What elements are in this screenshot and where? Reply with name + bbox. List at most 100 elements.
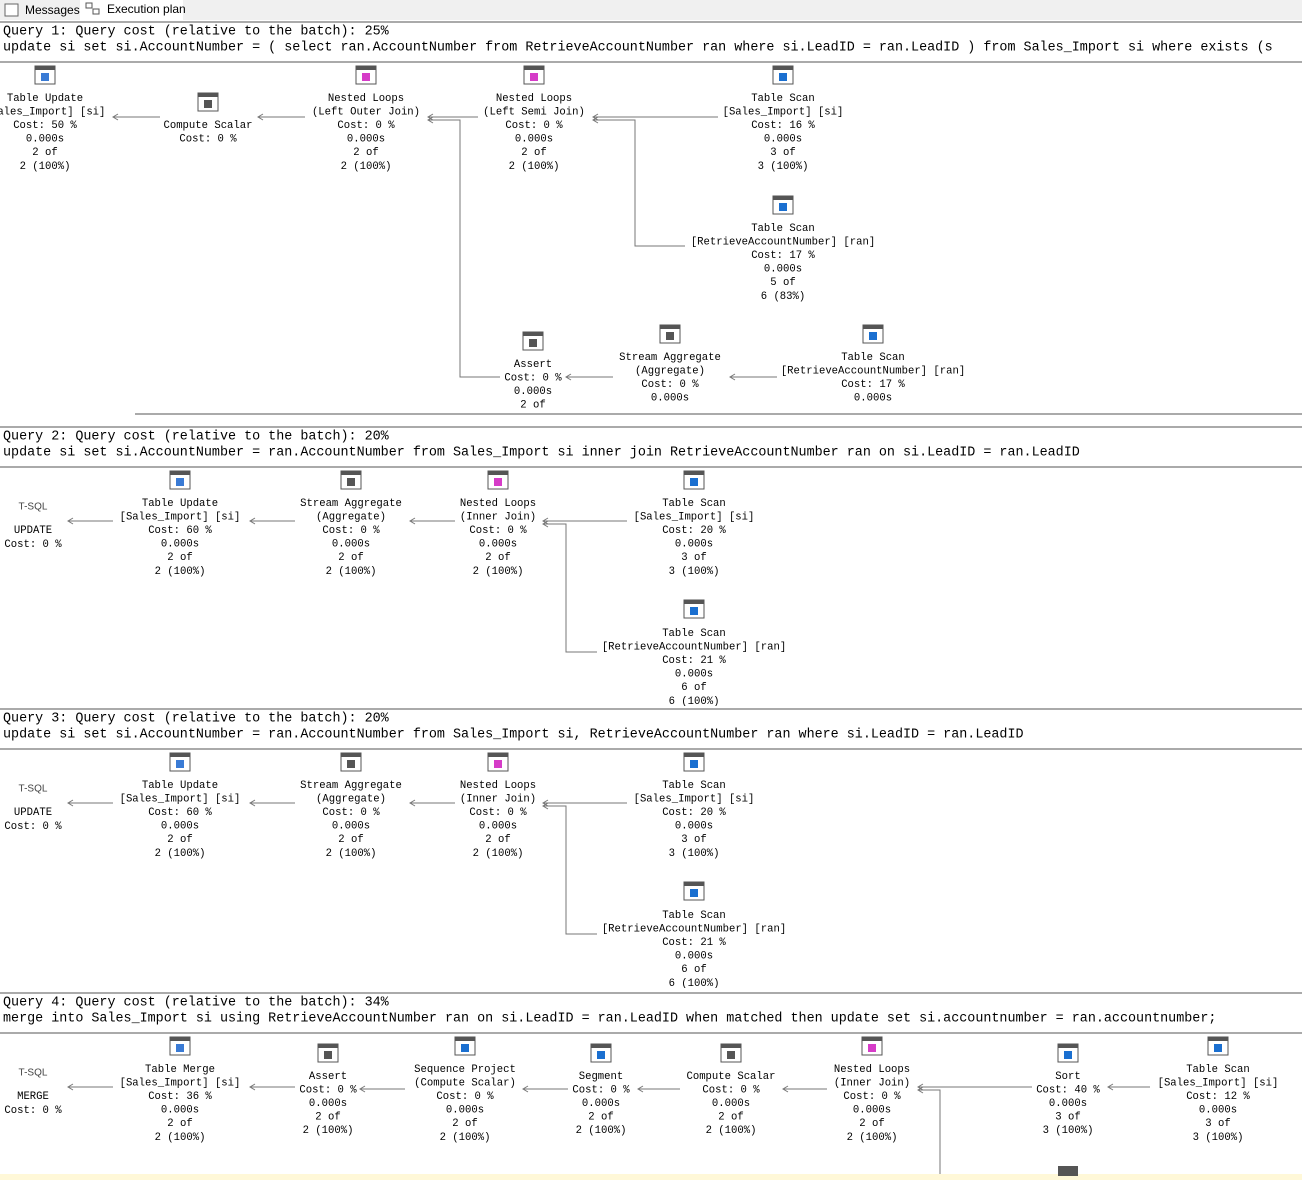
- arrow-head: [729, 373, 736, 381]
- node-text: 0.000s: [161, 539, 199, 551]
- node-icon-mark: [176, 760, 184, 768]
- node-text: 0.000s: [675, 951, 713, 963]
- node-text: 0.000s: [161, 821, 199, 833]
- plan-node[interactable]: Table Update[Sales_Import] [si] Cost: 60 …: [120, 752, 241, 860]
- execution-plan-tab[interactable]: Execution plan: [80, 0, 186, 20]
- plan-node[interactable]: T-SQL UPDATE Cost: 0 %: [4, 784, 62, 833]
- node-text: 3 of: [681, 552, 706, 564]
- connector: [543, 523, 597, 653]
- node-text: 2 (100%): [706, 1125, 757, 1137]
- node-text: 3 (100%): [669, 566, 720, 578]
- plan-node[interactable]: Nested Loops(Left Outer Join) Cost: 0 % 0.…: [312, 65, 420, 173]
- plan-node[interactable]: Table Scan[RetrieveAccountNumber] [ran] C…: [602, 599, 786, 708]
- node-text: Cost: 0 %: [4, 821, 62, 833]
- node-icon-mark: [461, 1044, 469, 1052]
- plan-node[interactable]: Nested Loops(Inner Join)Cost: 0 %0.000s2…: [460, 470, 536, 578]
- node-text: [RetrieveAccountNumber] [ran]: [691, 236, 875, 248]
- node-text: Table Scan: [662, 910, 726, 922]
- arrow-head: [257, 113, 264, 121]
- active-tab: [80, 0, 183, 20]
- plan-node[interactable]: Stream Aggregate(Aggregate) Cost: 0 % 0.00…: [619, 324, 721, 405]
- node-icon-mark: [690, 478, 698, 486]
- node-text: 2 of: [521, 147, 546, 159]
- node-text: 2 (100%): [509, 161, 560, 173]
- node-text: Cost: 0 %: [504, 372, 562, 384]
- node-icon-bar: [523, 332, 543, 336]
- node-text: 0.000s: [764, 134, 802, 146]
- plan-node[interactable]: Table Scan[RetrieveAccountNumber] [ran] C…: [781, 324, 965, 405]
- query-sql: update si set si.AccountNumber = ran.Acc…: [3, 728, 1024, 743]
- node-icon-mark: [362, 73, 370, 81]
- node-icon-mark: [494, 760, 502, 768]
- plan-node[interactable]: Table Scan[Sales_Import] [si] Cost: 16 % 0…: [723, 65, 844, 173]
- node-text: 2 of: [167, 552, 192, 564]
- node-text: Table Scan: [841, 352, 905, 364]
- query-sql: update si set si.AccountNumber = ran.Acc…: [3, 446, 1080, 461]
- query-header: Query 1: Query cost (relative to the bat…: [3, 25, 390, 40]
- plan-node[interactable]: Nested Loops(Inner Join)Cost: 0 %0.000s2…: [460, 752, 536, 860]
- plan-node[interactable]: Nested Loops(Left Semi Join) Cost: 0 % 0.0…: [483, 65, 585, 173]
- arrow-head: [592, 113, 599, 121]
- node-text: Assert: [514, 359, 552, 371]
- messages-icon: [4, 3, 19, 17]
- node-text: Cost: 21 %: [662, 937, 726, 949]
- node-text: 0.000s: [332, 821, 370, 833]
- node-text: [RetrieveAccountNumber] [ran]: [602, 923, 786, 935]
- node-text: Sequence Project: [414, 1064, 516, 1076]
- plan-node[interactable]: Table Scan[RetrieveAccountNumber] [ran] C…: [602, 881, 786, 990]
- node-text: 2 (100%): [155, 566, 206, 578]
- arrow-head: [1107, 1083, 1114, 1091]
- node-text: 0.000s: [582, 1098, 620, 1110]
- node-icon-mark: [347, 760, 355, 768]
- node-text: [Sales_Import] [si]: [723, 106, 844, 118]
- messages-tab[interactable]: Messages: [4, 3, 80, 17]
- arrow-head: [249, 799, 256, 807]
- node-icon-bar: [863, 325, 883, 329]
- plan-node[interactable]: Table Scan[RetrieveAccountNumber] [ran] C…: [691, 195, 875, 303]
- node-icon-bar: [684, 600, 704, 604]
- plan-node[interactable]: Table Merge[Sales_Import] [si] Cost: 36 %…: [120, 1036, 241, 1144]
- node-text: 3 of: [1055, 1112, 1080, 1124]
- plan-node[interactable]: Stream Aggregate(Aggregate) Cost: 0 % 0.00…: [300, 752, 402, 860]
- node-text: Cost: 20 %: [662, 525, 726, 537]
- plan-node[interactable]: T-SQL UPDATE Cost: 0 %: [4, 502, 62, 551]
- node-text: [RetrieveAccountNumber] [ran]: [602, 641, 786, 653]
- node-text: 2 (100%): [473, 566, 524, 578]
- plan-node[interactable]: Sequence Project(Compute Scalar) Cost: 0 …: [414, 1036, 516, 1144]
- node-text: Table Merge: [145, 1064, 215, 1076]
- node-text: 3 (100%): [1043, 1125, 1094, 1137]
- plan-node[interactable]: Table Update[Sales_Import] [si] Cost: 50 …: [0, 65, 105, 173]
- arrow-head: [359, 1085, 366, 1093]
- plan-node[interactable]: Table Scan[Sales_Import] [si] Cost: 20 % 0…: [634, 470, 755, 578]
- connector: [543, 805, 597, 935]
- node-text: 2 (100%): [326, 566, 377, 578]
- plan-node[interactable]: Table Scan[Sales_Import] [si] Cost: 12 % 0…: [1158, 1036, 1279, 1144]
- node-icon-bar: [35, 66, 55, 70]
- arrow-head: [542, 802, 549, 810]
- node-text: 5 of: [770, 277, 795, 289]
- query-header: Query 4: Query cost (relative to the bat…: [3, 996, 390, 1011]
- plan-node[interactable]: Table Scan[Sales_Import] [si] Cost: 20 % 0…: [634, 752, 755, 860]
- node-text: 3 (100%): [1193, 1132, 1244, 1144]
- plan-node[interactable]: Stream Aggregate(Aggregate) Cost: 0 % 0.00…: [300, 470, 402, 578]
- plan-node[interactable]: T-SQL MERGE Cost: 0 %: [4, 1068, 62, 1117]
- node-text: 0.000s: [347, 134, 385, 146]
- arrow-head: [542, 799, 549, 807]
- plan-node[interactable]: Nested Loops(Inner Join)Cost: 0 %0.000s2…: [834, 1036, 910, 1144]
- node-text: Table Scan: [1186, 1064, 1250, 1076]
- node-icon-bar: [341, 753, 361, 757]
- node-icon-mark: [597, 1051, 605, 1059]
- plan-node[interactable]: Table Update[Sales_Import] [si] Cost: 60 …: [120, 470, 241, 578]
- node-text: 2 of: [167, 1118, 192, 1130]
- node-icon-mark: [204, 100, 212, 108]
- node-icon-bar: [684, 753, 704, 757]
- connector: [918, 1089, 941, 1174]
- node-text: (Left Semi Join): [483, 106, 585, 118]
